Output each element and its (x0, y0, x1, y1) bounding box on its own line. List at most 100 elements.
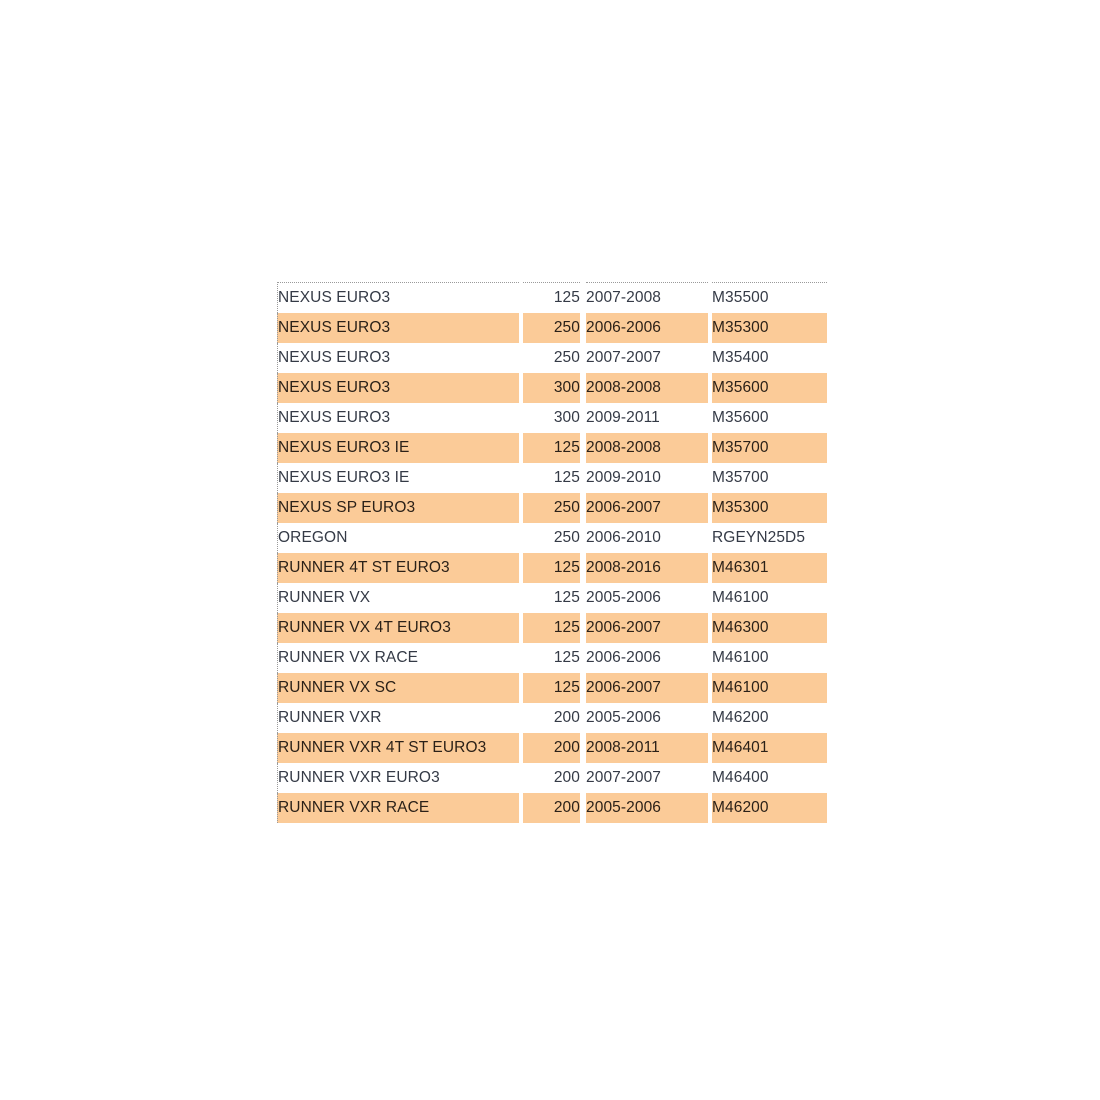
table-row[interactable]: RUNNER VXR 4T ST EURO3 200 2008-2011 M46401 (277, 733, 827, 763)
column-gutter (580, 463, 586, 493)
cell-years: 2009-2010 (586, 463, 708, 493)
fitment-table-body: NEXUS EURO3 125 2007-2008 M35500 NEXUS EURO3… (277, 282, 827, 823)
cell-years: 2005-2006 (586, 583, 708, 613)
cell-part-code: M35600 (712, 403, 827, 433)
cell-model: RUNNER 4T ST EURO3 (277, 553, 519, 583)
cell-years: 2006-2007 (586, 613, 708, 643)
column-gutter (580, 373, 586, 403)
table-row[interactable]: RUNNER 4T ST EURO3 125 2008-2016 M46301 (277, 553, 827, 583)
column-gutter (519, 613, 523, 643)
column-gutter (708, 343, 712, 373)
table-row[interactable]: NEXUS SP EURO3 250 2006-2007 M35300 (277, 493, 827, 523)
table-row[interactable]: NEXUS EURO3 300 2008-2008 M35600 (277, 373, 827, 403)
column-gutter (580, 733, 586, 763)
cell-model: RUNNER VXR 4T ST EURO3 (277, 733, 519, 763)
column-gutter (519, 403, 523, 433)
column-gutter (580, 343, 586, 373)
cell-part-code: M46401 (712, 733, 827, 763)
table-row[interactable]: NEXUS EURO3 250 2007-2007 M35400 (277, 343, 827, 373)
table-row[interactable]: RUNNER VXR RACE 200 2005-2006 M46200 (277, 793, 827, 823)
cell-part-code: M35500 (712, 282, 827, 313)
column-gutter (519, 643, 523, 673)
column-gutter (580, 403, 586, 433)
table-row[interactable]: NEXUS EURO3 IE 125 2009-2010 M35700 (277, 463, 827, 493)
cell-part-code: M35400 (712, 343, 827, 373)
cell-part-code: M46400 (712, 763, 827, 793)
column-gutter (580, 673, 586, 703)
column-gutter (519, 673, 523, 703)
table-row[interactable]: RUNNER VX RACE 125 2006-2006 M46100 (277, 643, 827, 673)
cell-model: NEXUS EURO3 (277, 343, 519, 373)
table-row[interactable]: NEXUS EURO3 IE 125 2008-2008 M35700 (277, 433, 827, 463)
column-gutter (708, 493, 712, 523)
column-gutter (519, 583, 523, 613)
column-gutter (580, 313, 586, 343)
column-gutter (708, 583, 712, 613)
column-gutter (519, 433, 523, 463)
column-gutter (708, 643, 712, 673)
cell-model: RUNNER VX RACE (277, 643, 519, 673)
cell-displacement: 200 (523, 703, 580, 733)
cell-part-code: M46100 (712, 643, 827, 673)
column-gutter (519, 282, 523, 313)
cell-displacement: 125 (523, 463, 580, 493)
cell-years: 2007-2007 (586, 763, 708, 793)
column-gutter (519, 793, 523, 823)
cell-displacement: 125 (523, 643, 580, 673)
column-gutter (519, 703, 523, 733)
cell-years: 2006-2010 (586, 523, 708, 553)
cell-part-code: M35700 (712, 433, 827, 463)
table-row[interactable]: NEXUS EURO3 250 2006-2006 M35300 (277, 313, 827, 343)
table-row[interactable]: RUNNER VX SC 125 2006-2007 M46100 (277, 673, 827, 703)
cell-displacement: 250 (523, 313, 580, 343)
table-row[interactable]: NEXUS EURO3 125 2007-2008 M35500 (277, 282, 827, 313)
cell-part-code: M46200 (712, 703, 827, 733)
cell-displacement: 250 (523, 523, 580, 553)
cell-displacement: 125 (523, 553, 580, 583)
cell-part-code: M35300 (712, 313, 827, 343)
cell-part-code: M35600 (712, 373, 827, 403)
cell-years: 2006-2006 (586, 313, 708, 343)
table-row[interactable]: RUNNER VX 4T EURO3 125 2006-2007 M46300 (277, 613, 827, 643)
cell-displacement: 200 (523, 793, 580, 823)
cell-model: NEXUS EURO3 (277, 373, 519, 403)
table-row[interactable]: NEXUS EURO3 300 2009-2011 M35600 (277, 403, 827, 433)
table-row[interactable]: RUNNER VXR 200 2005-2006 M46200 (277, 703, 827, 733)
column-gutter (708, 373, 712, 403)
table-row[interactable]: RUNNER VXR EURO3 200 2007-2007 M46400 (277, 763, 827, 793)
column-gutter (580, 523, 586, 553)
cell-years: 2008-2008 (586, 433, 708, 463)
cell-years: 2005-2006 (586, 793, 708, 823)
cell-model: RUNNER VX 4T EURO3 (277, 613, 519, 643)
cell-displacement: 200 (523, 763, 580, 793)
column-gutter (519, 343, 523, 373)
column-gutter (580, 703, 586, 733)
table-row[interactable]: OREGON 250 2006-2010 RGEYN25D5 (277, 523, 827, 553)
column-gutter (708, 613, 712, 643)
cell-part-code: M46301 (712, 553, 827, 583)
cell-displacement: 125 (523, 613, 580, 643)
column-gutter (708, 553, 712, 583)
vehicle-fitment-table: NEXUS EURO3 125 2007-2008 M35500 NEXUS EURO3… (277, 282, 827, 823)
cell-part-code: M46200 (712, 793, 827, 823)
column-gutter (708, 793, 712, 823)
cell-part-code: M35300 (712, 493, 827, 523)
column-gutter (708, 403, 712, 433)
column-gutter (708, 763, 712, 793)
cell-years: 2005-2006 (586, 703, 708, 733)
column-gutter (580, 433, 586, 463)
cell-displacement: 300 (523, 373, 580, 403)
cell-years: 2009-2011 (586, 403, 708, 433)
column-gutter (519, 733, 523, 763)
column-gutter (708, 282, 712, 313)
cell-part-code: M46100 (712, 583, 827, 613)
cell-years: 2007-2007 (586, 343, 708, 373)
cell-years: 2006-2007 (586, 493, 708, 523)
column-gutter (580, 282, 586, 313)
column-gutter (708, 733, 712, 763)
table-row[interactable]: RUNNER VX 125 2005-2006 M46100 (277, 583, 827, 613)
cell-model: NEXUS EURO3 IE (277, 463, 519, 493)
column-gutter (519, 553, 523, 583)
cell-model: NEXUS EURO3 (277, 313, 519, 343)
cell-years: 2006-2006 (586, 643, 708, 673)
